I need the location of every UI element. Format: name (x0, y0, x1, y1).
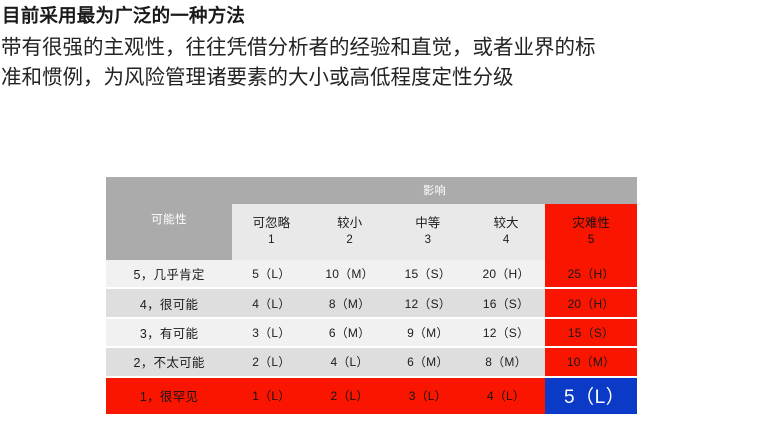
cell-r4-c2: 8（M） (310, 289, 389, 319)
cell-r4-c1: 4（L） (232, 289, 311, 319)
cell-r1-c5-highlighted: 5（L） (545, 377, 637, 414)
slide-heading: 目前采用最为广泛的一种方法 (2, 5, 246, 26)
cell-r5-c4: 20（H） (466, 260, 546, 290)
cell-r3-c3: 9（M） (388, 318, 467, 349)
impact-level-3-number: 3 (424, 234, 431, 247)
table-row: 2，不太可能 2（L） 4（L） 6（M） 8（M） 10（M） (106, 348, 637, 378)
table-row: 1，很罕见 1（L） 2（L） 3（L） 4（L） 5（L） (106, 377, 637, 414)
cell-r5-c1: 5（L） (232, 260, 311, 290)
row-label-2: 2，不太可能 (106, 348, 233, 378)
impact-level-4-number: 4 (502, 234, 510, 247)
cell-r2-c2: 4（L） (310, 348, 389, 378)
impact-level-1: 可忽略 1 (232, 203, 311, 260)
table-row: 4，很可能 4（L） 8（M） 12（S） 16（S） 20（H） (106, 289, 637, 319)
slide-body: 带有很强的主观性，往往凭借分析者的经验和直觉，或者业界的标 准和惯例，为风险管理… (0, 33, 768, 93)
impact-header-cell: 影响 (232, 177, 637, 204)
matrix-head-row-levels: 可忽略 1 较小 2 中等 3 较大 4 灾难性 5 (106, 203, 637, 260)
matrix-head: 可能性 影响 可忽略 1 较小 2 中等 3 较大 4 (106, 177, 637, 260)
impact-level-4: 较大 4 (466, 203, 546, 260)
body-line-2: 准和惯例，为风险管理诸要素的大小或高低程度定性分级 (1, 66, 514, 89)
row-label-5: 5，几乎肯定 (106, 260, 233, 290)
cell-r2-c1: 2（L） (232, 348, 311, 378)
matrix-body: 5，几乎肯定 5（L） 10（M） 15（S） 20（H） 25（H） 4，很可… (106, 260, 637, 414)
impact-level-1-label: 可忽略 (252, 216, 291, 231)
impact-level-5-number: 5 (587, 234, 595, 247)
cell-r4-c3: 12（S） (388, 289, 467, 319)
cell-r1-c3: 3（L） (388, 377, 467, 414)
probability-header-cell: 可能性 (106, 177, 233, 260)
row-label-3: 3，有可能 (106, 318, 233, 349)
cell-r1-c2: 2（L） (310, 377, 389, 414)
impact-level-2-number: 2 (346, 234, 353, 247)
cell-r5-c2: 10（M） (310, 260, 389, 290)
cell-r4-c4: 16（S） (466, 289, 546, 319)
matrix-head-row-impact: 可能性 影响 (106, 177, 637, 260)
impact-level-5-label: 灾难性 (572, 216, 610, 231)
cell-r2-c5: 10（M） (545, 348, 637, 378)
impact-level-5: 灾难性 5 (545, 203, 637, 260)
impact-level-2: 较小 2 (310, 203, 389, 260)
row-label-1: 1，很罕见 (106, 377, 233, 414)
cell-r3-c5: 15（S） (545, 318, 637, 349)
risk-matrix-table: 可能性 影响 可忽略 1 较小 2 中等 3 较大 4 (106, 177, 637, 414)
impact-level-2-label: 较小 (337, 216, 363, 231)
cell-r3-c4: 12（S） (466, 318, 546, 349)
table-row: 5，几乎肯定 5（L） 10（M） 15（S） 20（H） 25（H） (106, 260, 637, 290)
body-line-1: 带有很强的主观性，往往凭借分析者的经验和直觉，或者业界的标 (1, 36, 596, 59)
table-row: 3，有可能 3（L） 6（M） 9（M） 12（S） 15（S） (106, 318, 637, 349)
cell-r5-c5: 25（H） (545, 260, 637, 290)
cell-r3-c1: 3（L） (232, 318, 311, 349)
impact-level-4-label: 较大 (493, 216, 519, 231)
cell-r2-c4: 8（M） (466, 348, 546, 378)
impact-level-3: 中等 3 (388, 203, 467, 260)
impact-level-3-label: 中等 (415, 216, 441, 231)
row-label-4: 4，很可能 (106, 289, 233, 319)
impact-level-1-number: 1 (268, 234, 275, 247)
cell-r2-c3: 6（M） (388, 348, 467, 378)
cell-r1-c4: 4（L） (466, 377, 546, 414)
cell-r3-c2: 6（M） (310, 318, 389, 349)
cell-r5-c3: 15（S） (388, 260, 467, 290)
cell-r4-c5: 20（H） (545, 289, 637, 319)
text-block: 目前采用最为广泛的一种方法 带有很强的主观性，往往凭借分析者的经验和直觉，或者业… (0, 2, 768, 93)
cell-r1-c1: 1（L） (232, 377, 311, 414)
